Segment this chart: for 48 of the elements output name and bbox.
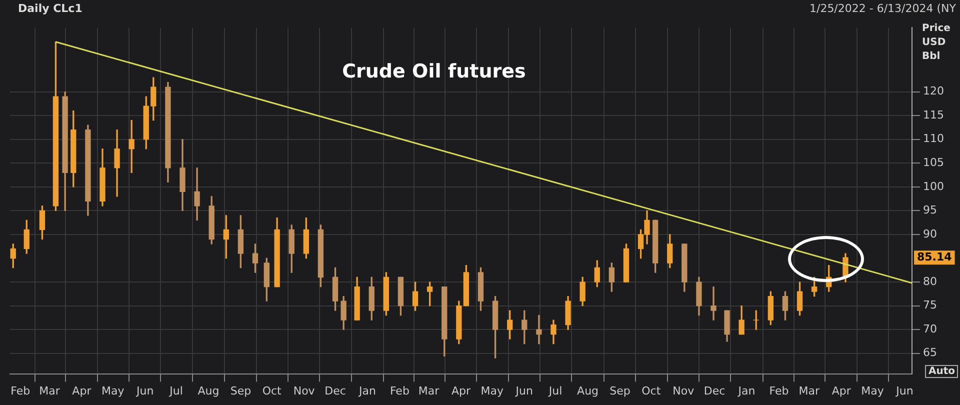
x-tick-label: Sep: [610, 384, 630, 398]
y-tick-label: 65: [923, 346, 937, 360]
x-tick-label: Feb: [769, 384, 789, 398]
x-tick-label: Apr: [832, 384, 852, 398]
y-tick-label: 90: [923, 227, 937, 240]
chart-subtitle: Daily CLc1: [18, 2, 82, 15]
x-tick-label: May: [861, 384, 884, 398]
y-tick-label: 100: [923, 180, 944, 193]
x-tick-label: Apr: [72, 384, 92, 398]
candlestick: [536, 314, 542, 344]
x-tick-label: Feb: [390, 384, 410, 398]
x-tick-label: Jan: [737, 384, 756, 398]
y-tick-label: 105: [923, 156, 944, 169]
x-tick-label: Nov: [672, 384, 695, 398]
y-tick-label: 95: [923, 204, 937, 217]
x-tick-label: Mar: [418, 384, 440, 398]
text: Crude Oil futures: [342, 60, 526, 83]
y-tick-label: 70: [923, 322, 937, 336]
x-tick-label: Mar: [798, 384, 820, 398]
x-tick-label: Jun: [895, 384, 914, 398]
x-tick-label: Jun: [136, 384, 154, 398]
text: 1/25/2022 - 6/13/2024 (NY: [809, 2, 956, 15]
x-tick-label: May: [102, 384, 125, 398]
x-tick-label: Dec: [704, 384, 726, 398]
x-tick-label: Jul: [548, 384, 562, 398]
y-tick-label: 110: [923, 132, 944, 146]
text: 85.14: [917, 250, 952, 264]
x-tick-label: Aug: [577, 384, 599, 398]
x-tick-label: Sep: [230, 384, 252, 398]
x-tick-label: Apr: [451, 384, 471, 398]
x-tick-label: Mar: [39, 384, 60, 398]
x-tick-label: Jul: [168, 384, 183, 398]
x-tick-label: Nov: [293, 384, 316, 398]
x-tick-label: Dec: [324, 384, 346, 398]
x-tick-label: Oct: [642, 384, 662, 398]
y-axis-title: Price USD Bbl: [922, 22, 952, 64]
text: Auto: [925, 365, 958, 378]
y-tick-label: 75: [923, 298, 937, 312]
y-tick-label: 115: [923, 108, 944, 122]
x-tick-label: Jan: [358, 384, 376, 398]
x-tick-label: Oct: [262, 384, 282, 398]
x-tick-label: Jun: [514, 384, 534, 398]
x-tick-label: May: [480, 384, 504, 398]
y-tick-label: 120: [923, 84, 944, 98]
x-tick-label: Aug: [198, 384, 220, 398]
x-tick-label: Feb: [10, 384, 30, 398]
candlestick: [710, 286, 716, 320]
y-tick-label: 80: [923, 274, 937, 288]
